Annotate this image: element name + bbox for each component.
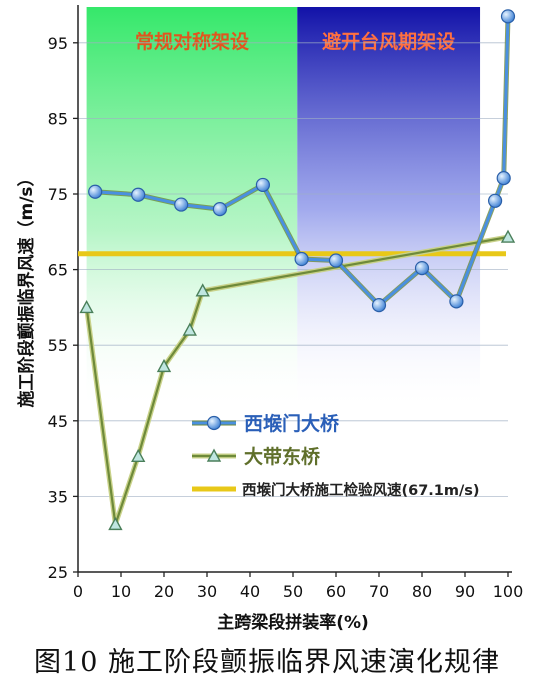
region-band-1 [86, 7, 298, 412]
series-2-point-7 [500, 229, 516, 243]
series-1-point-12 [496, 171, 511, 186]
figure-caption: 图10 施工阶段颤振临界风速演化规律 [34, 647, 500, 678]
x-tick-label-60: 60 [326, 582, 346, 601]
legend-label-3: 西堠门大桥施工检验风速(67.1m/s) [242, 481, 480, 499]
series-1-point-3 [174, 197, 189, 212]
x-tick-label-40: 40 [240, 582, 260, 601]
region-label-1: 常规对称架设 [135, 30, 249, 53]
y-tick-label-65: 65 [48, 261, 68, 280]
series-2-point-1 [79, 299, 94, 314]
series-1-point-10 [449, 294, 464, 309]
y-tick-label-55: 55 [48, 336, 68, 355]
x-tick-label-50: 50 [283, 582, 303, 601]
x-tick-label-10: 10 [111, 582, 131, 601]
y-tick-label-95: 95 [48, 34, 68, 53]
x-tick-label-0: 0 [73, 582, 83, 601]
legend-marker-1 [206, 415, 222, 431]
x-tick-label-80: 80 [412, 582, 432, 601]
x-tick-label-90: 90 [455, 582, 475, 601]
series-1-point-9 [414, 260, 430, 276]
series-2-point-3 [131, 448, 146, 463]
legend-label-2: 大带东桥 [244, 445, 321, 468]
series-1-point-7 [328, 253, 344, 268]
x-tick-label-100: 100 [493, 582, 524, 601]
legend-marker-2 [206, 448, 222, 462]
region-band-2 [297, 7, 481, 412]
y-tick-label-45: 45 [48, 412, 68, 431]
region-label-2: 避开台风期架设 [322, 30, 455, 53]
x-axis-label: 主跨梁段拼装率(%) [217, 612, 369, 633]
x-tick-label-20: 20 [154, 582, 174, 601]
series-1-point-5 [255, 177, 270, 193]
series-1-point-4 [212, 202, 227, 217]
series-2-point-6 [195, 283, 210, 297]
x-tick-label-30: 30 [197, 582, 217, 601]
series-1-point-6 [294, 251, 309, 267]
y-tick-label-25: 25 [48, 563, 68, 582]
x-tick-label-70: 70 [369, 582, 389, 601]
series-1-point-8 [371, 298, 387, 313]
y-tick-label-35: 35 [48, 487, 68, 506]
series-1-point-2 [131, 187, 146, 202]
series-2-point-2 [108, 516, 123, 531]
y-tick-label-75: 75 [48, 185, 68, 204]
series-2-point-4 [156, 358, 172, 373]
y-tick-label-85: 85 [48, 109, 68, 128]
y-axis-label: 施工阶段颤振临界风速（m/s） [16, 169, 37, 407]
series-1-point-11 [488, 193, 503, 208]
flutter-speed-chart: 常规对称架设 避开台风期架设 25 35 45 55 65 75 85 95 0 10 20 30 40 5… [16, 5, 524, 633]
series-1-point-1 [88, 184, 103, 199]
legend-label-1: 西堠门大桥 [244, 412, 340, 435]
series-1-point-13 [500, 9, 516, 24]
series-2-point-5 [182, 322, 197, 336]
